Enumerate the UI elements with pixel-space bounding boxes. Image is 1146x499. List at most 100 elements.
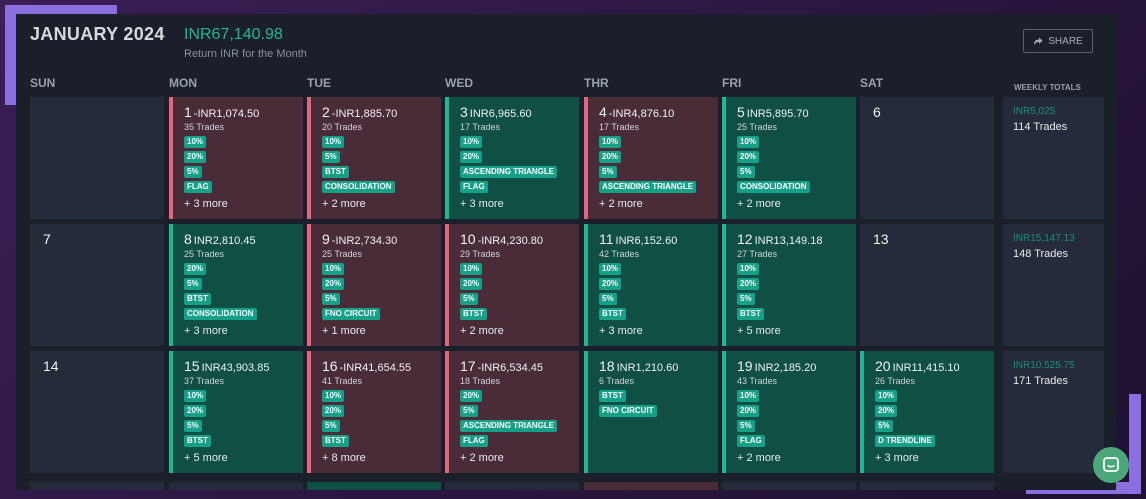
more-tags-link[interactable]: + 2 more	[460, 325, 504, 337]
more-tags-link[interactable]: + 5 more	[184, 452, 228, 464]
strategy-tag[interactable]: 5%	[184, 278, 202, 290]
strategy-tag[interactable]: 20%	[460, 278, 483, 290]
calendar-day-cell[interactable]: 5 INR5,895.70 25 Trades 10% 20% 5% CONSOLIDATI…	[722, 97, 856, 219]
strategy-tag[interactable]: 10%	[184, 390, 207, 402]
strategy-tag[interactable]: 10%	[599, 263, 622, 275]
strategy-tag[interactable]: 10%	[737, 136, 760, 148]
strategy-tag[interactable]: 5%	[599, 166, 617, 178]
strategy-tag[interactable]: FLAG	[460, 181, 488, 193]
strategy-tag[interactable]: FLAG	[737, 435, 765, 447]
strategy-tag[interactable]: BTST	[460, 308, 487, 320]
strategy-tag[interactable]: 5%	[184, 420, 202, 432]
strategy-tag[interactable]: 20%	[737, 151, 760, 163]
strategy-tag[interactable]: 20%	[322, 405, 345, 417]
calendar-day-cell[interactable]: 14	[30, 351, 164, 473]
strategy-tag[interactable]: 20%	[875, 405, 898, 417]
strategy-tag[interactable]: 5%	[599, 293, 617, 305]
strategy-tag[interactable]: CONSOLIDATION	[322, 181, 395, 193]
strategy-tag[interactable]: 20%	[184, 405, 207, 417]
strategy-tag[interactable]: D TRENDLINE	[875, 435, 935, 447]
strategy-tag[interactable]: 5%	[737, 420, 755, 432]
strategy-tag[interactable]: 20%	[737, 405, 760, 417]
strategy-tag[interactable]: 10%	[737, 390, 760, 402]
strategy-tag[interactable]: 10%	[460, 263, 483, 275]
strategy-tag[interactable]: BTST	[599, 308, 626, 320]
calendar-day-cell[interactable]: 18 INR1,210.60 6 Trades BTST FNO CIRCUIT	[584, 351, 718, 473]
calendar-day-cell[interactable]: 19 INR2,185.20 43 Trades 10% 20% 5% FLAG + 2 mo…	[722, 351, 856, 473]
share-button[interactable]: SHARE	[1023, 29, 1093, 53]
calendar-day-cell[interactable]: 20 INR11,415.10 26 Trades 10% 20% 5% D TRENDLI…	[860, 351, 994, 473]
strategy-tag[interactable]: BTST	[184, 293, 211, 305]
calendar-day-cell[interactable]: 16 -INR41,654.55 41 Trades 10% 20% 5% BTST + 8 …	[307, 351, 441, 473]
strategy-tag[interactable]: CONSOLIDATION	[737, 181, 810, 193]
strategy-tag[interactable]: 20%	[460, 390, 483, 402]
calendar-day-cell[interactable]: 6	[860, 97, 994, 219]
strategy-tag[interactable]: BTST	[737, 308, 764, 320]
strategy-tag[interactable]: 5%	[875, 420, 893, 432]
strategy-tag[interactable]: BTST	[184, 435, 211, 447]
more-tags-link[interactable]: + 8 more	[322, 452, 366, 464]
strategy-tag[interactable]: BTST	[322, 435, 349, 447]
strategy-tag[interactable]: FNO CIRCUIT	[322, 308, 380, 320]
more-tags-link[interactable]: + 2 more	[322, 198, 366, 210]
more-tags-link[interactable]: + 3 more	[875, 452, 919, 464]
strategy-tag[interactable]: 10%	[737, 263, 760, 275]
strategy-tag[interactable]: 5%	[322, 420, 340, 432]
more-tags-link[interactable]: + 2 more	[737, 198, 781, 210]
calendar-day-cell[interactable]: 12 INR13,149.18 27 Trades 10% 20% 5% BTST + 5 m…	[722, 224, 856, 346]
strategy-tag[interactable]: 20%	[322, 278, 345, 290]
strategy-tag[interactable]: 10%	[184, 136, 207, 148]
more-tags-link[interactable]: + 1 more	[322, 325, 366, 337]
strategy-tag[interactable]: 20%	[460, 151, 483, 163]
calendar-day-cell[interactable]: 10 -INR4,230.80 29 Trades 10% 20% 5% BTST + 2 m…	[445, 224, 579, 346]
strategy-tag[interactable]: FLAG	[184, 181, 212, 193]
strategy-tag[interactable]: 10%	[599, 136, 622, 148]
calendar-day-cell[interactable]: 13	[860, 224, 994, 346]
strategy-tag[interactable]: 5%	[184, 166, 202, 178]
strategy-tag[interactable]: 10%	[322, 390, 345, 402]
more-tags-link[interactable]: + 3 more	[184, 325, 228, 337]
strategy-tag[interactable]: 10%	[322, 136, 345, 148]
strategy-tag[interactable]: CONSOLIDATION	[184, 308, 257, 320]
calendar-day-cell[interactable]: 9 -INR2,734.30 25 Trades 10% 20% 5% FNO CIRCUI…	[307, 224, 441, 346]
strategy-tag[interactable]: 5%	[322, 293, 340, 305]
strategy-tag[interactable]: ASCENDING TRIANGLE	[460, 166, 558, 178]
strategy-tag[interactable]: 10%	[460, 136, 483, 148]
calendar-day-cell[interactable]: 2 -INR1,885.70 20 Trades 10% 5% BTST CONSOLIDA…	[307, 97, 441, 219]
chat-launcher-button[interactable]	[1093, 447, 1129, 483]
strategy-tag[interactable]: 20%	[737, 278, 760, 290]
strategy-tag[interactable]: 5%	[322, 151, 340, 163]
calendar-day-cell[interactable]: 7	[30, 224, 164, 346]
calendar-day-cell[interactable]: 4 -INR4,876.10 17 Trades 10% 20% 5% ASCENDING …	[584, 97, 718, 219]
strategy-tag[interactable]: 5%	[737, 293, 755, 305]
strategy-tag[interactable]: 20%	[599, 151, 622, 163]
strategy-tag[interactable]: 20%	[184, 263, 207, 275]
calendar-day-cell[interactable]: 11 INR6,152.60 42 Trades 10% 20% 5% BTST + 3 mo…	[584, 224, 718, 346]
strategy-tag[interactable]: 20%	[184, 151, 207, 163]
strategy-tag[interactable]: BTST	[322, 166, 349, 178]
strategy-tag[interactable]: BTST	[599, 390, 626, 402]
calendar-day-cell[interactable]: 15 INR43,903.85 37 Trades 10% 20% 5% BTST + 5 m…	[169, 351, 303, 473]
strategy-tag[interactable]: ASCENDING TRIANGLE	[460, 420, 558, 432]
more-tags-link[interactable]: + 3 more	[460, 198, 504, 210]
more-tags-link[interactable]: + 3 more	[184, 198, 228, 210]
more-tags-link[interactable]: + 3 more	[599, 325, 643, 337]
strategy-tag[interactable]: 5%	[460, 405, 478, 417]
calendar-day-cell[interactable]: 8 INR2,810.45 25 Trades 20% 5% BTST CONSOLIDAT…	[169, 224, 303, 346]
calendar-day-cell[interactable]	[30, 97, 164, 219]
more-tags-link[interactable]: + 2 more	[737, 452, 781, 464]
strategy-tag[interactable]: 5%	[460, 293, 478, 305]
calendar-day-cell[interactable]: 17 -INR6,534.45 18 Trades 20% 5% ASCENDING TR…	[445, 351, 579, 473]
more-tags-link[interactable]: + 2 more	[460, 452, 504, 464]
strategy-tag[interactable]: FLAG	[460, 435, 488, 447]
calendar-day-cell[interactable]: 3 INR6,965.60 17 Trades 10% 20% ASCENDING TRI…	[445, 97, 579, 219]
strategy-tag[interactable]: 10%	[322, 263, 345, 275]
strategy-tag[interactable]: 5%	[737, 166, 755, 178]
strategy-tag[interactable]: FNO CIRCUIT	[599, 405, 657, 417]
strategy-tag[interactable]: ASCENDING TRIANGLE	[599, 181, 697, 193]
more-tags-link[interactable]: + 2 more	[599, 198, 643, 210]
calendar-day-cell[interactable]: 1 -INR1,074.50 35 Trades 10% 20% 5% FLAG + 3 mo…	[169, 97, 303, 219]
more-tags-link[interactable]: + 5 more	[737, 325, 781, 337]
strategy-tag[interactable]: 20%	[599, 278, 622, 290]
strategy-tag[interactable]: 10%	[875, 390, 898, 402]
